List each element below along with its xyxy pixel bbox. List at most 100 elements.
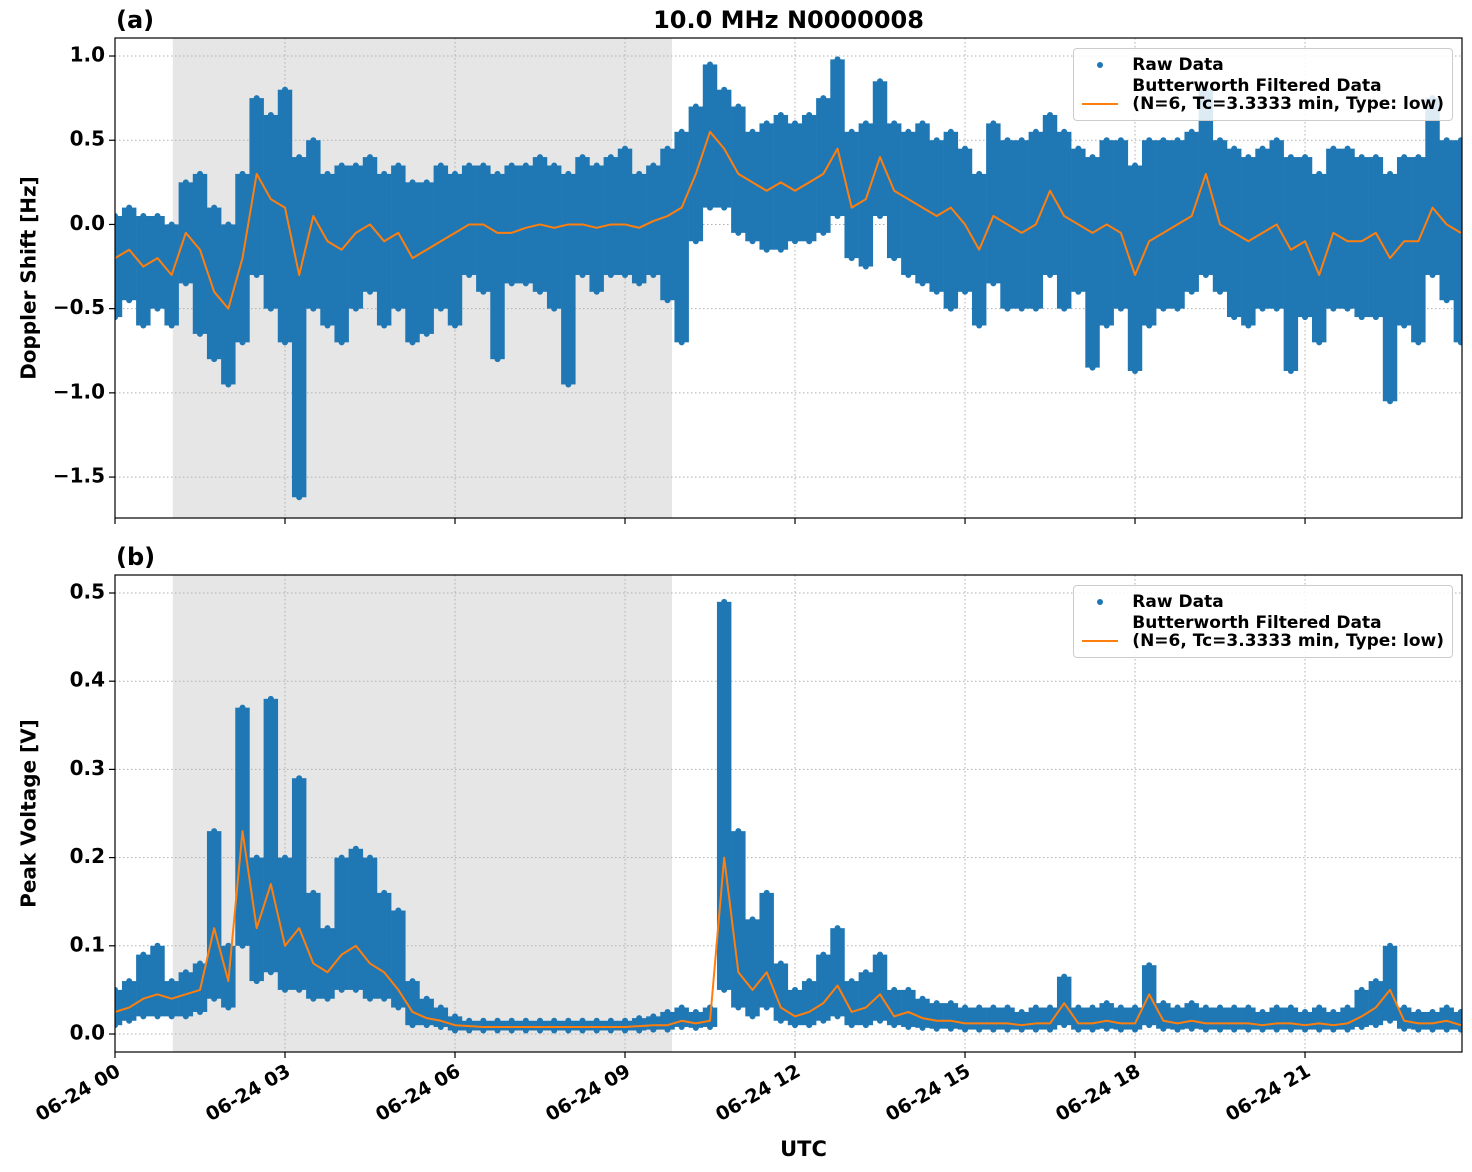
raw-point xyxy=(395,907,402,914)
raw-point xyxy=(381,322,388,329)
raw-band xyxy=(1170,1007,1185,1030)
raw-point xyxy=(692,103,699,110)
panel-label: (a) xyxy=(116,6,154,34)
raw-band xyxy=(518,165,534,284)
raw-band xyxy=(674,131,689,343)
raw-band xyxy=(1042,1007,1058,1030)
raw-point xyxy=(636,1027,643,1034)
raw-point xyxy=(763,120,770,127)
raw-point xyxy=(1358,1023,1365,1030)
raw-point xyxy=(593,162,600,169)
raw-point xyxy=(1061,973,1068,980)
raw-point xyxy=(565,381,572,388)
raw-point xyxy=(338,986,345,993)
raw-point xyxy=(905,986,912,993)
raw-point xyxy=(1004,1004,1011,1011)
raw-band xyxy=(206,831,222,999)
raw-point xyxy=(848,128,855,135)
raw-point xyxy=(1457,137,1462,144)
raw-point xyxy=(1004,1026,1011,1033)
raw-point xyxy=(225,1004,232,1011)
raw-point xyxy=(239,942,246,949)
legend-marker xyxy=(1097,599,1104,605)
raw-band xyxy=(1056,131,1072,309)
raw-band xyxy=(504,165,519,284)
raw-band xyxy=(235,707,250,946)
raw-point xyxy=(749,238,756,245)
raw-band xyxy=(348,848,364,990)
y-tick-label: 0.4 xyxy=(70,668,105,692)
raw-point xyxy=(664,145,671,152)
raw-band xyxy=(1056,976,1072,1026)
raw-point xyxy=(522,162,529,169)
raw-point xyxy=(1287,154,1294,161)
raw-point xyxy=(1032,305,1039,312)
raw-point xyxy=(1004,305,1011,312)
raw-point xyxy=(1245,154,1252,161)
raw-point xyxy=(115,314,118,321)
raw-point xyxy=(1415,1026,1422,1033)
raw-point xyxy=(792,1022,799,1029)
raw-point xyxy=(1429,1008,1436,1015)
raw-point xyxy=(1358,154,1365,161)
raw-point xyxy=(437,305,444,312)
raw-band xyxy=(957,148,973,292)
raw-point xyxy=(551,1017,558,1024)
raw-band xyxy=(277,89,293,343)
raw-band xyxy=(447,173,463,326)
raw-point xyxy=(607,271,614,278)
raw-point xyxy=(197,170,204,177)
raw-band xyxy=(1085,1007,1100,1030)
legend-marker xyxy=(1097,62,1104,68)
raw-band xyxy=(320,173,335,326)
y-tick-label: −1.5 xyxy=(53,464,105,488)
raw-band xyxy=(660,148,675,301)
raw-band xyxy=(1241,1007,1256,1030)
raw-band xyxy=(943,131,959,309)
legend-key xyxy=(1080,56,1120,74)
raw-point xyxy=(947,1025,954,1032)
raw-point xyxy=(423,179,430,186)
raw-point xyxy=(1316,339,1323,346)
raw-point xyxy=(593,1027,600,1034)
y-tick-label: −0.5 xyxy=(53,295,105,319)
x-tick-label: 06-24 03 xyxy=(202,1060,294,1126)
raw-band xyxy=(1269,1007,1284,1030)
raw-point xyxy=(579,1027,586,1034)
raw-band xyxy=(1014,140,1029,309)
raw-band xyxy=(1411,157,1426,343)
raw-point xyxy=(1188,128,1195,135)
raw-point xyxy=(324,170,331,177)
raw-point xyxy=(1174,305,1181,312)
raw-point xyxy=(296,986,303,993)
raw-band xyxy=(1028,1007,1044,1030)
raw-band xyxy=(603,157,619,275)
raw-point xyxy=(1302,154,1309,161)
raw-point xyxy=(763,889,770,896)
raw-point xyxy=(452,1013,459,1020)
raw-point xyxy=(1443,1004,1450,1011)
raw-band xyxy=(830,928,845,1017)
raw-point xyxy=(1089,154,1096,161)
raw-point xyxy=(225,381,232,388)
raw-point xyxy=(1387,942,1394,949)
raw-point xyxy=(763,246,770,253)
raw-point xyxy=(1061,305,1068,312)
raw-point xyxy=(282,986,289,993)
raw-band xyxy=(476,165,491,292)
raw-point xyxy=(381,170,388,177)
raw-point xyxy=(522,1017,529,1024)
raw-point xyxy=(1443,137,1450,144)
raw-point xyxy=(1401,154,1408,161)
raw-point xyxy=(395,1004,402,1011)
raw-point xyxy=(820,95,827,102)
raw-point xyxy=(1004,137,1011,144)
raw-band xyxy=(1071,1007,1086,1030)
raw-point xyxy=(1415,154,1422,161)
raw-point xyxy=(1103,137,1110,144)
raw-point xyxy=(1372,314,1379,321)
raw-band xyxy=(1198,1007,1214,1030)
raw-point xyxy=(437,162,444,169)
raw-point xyxy=(338,339,345,346)
raw-point xyxy=(877,78,884,85)
